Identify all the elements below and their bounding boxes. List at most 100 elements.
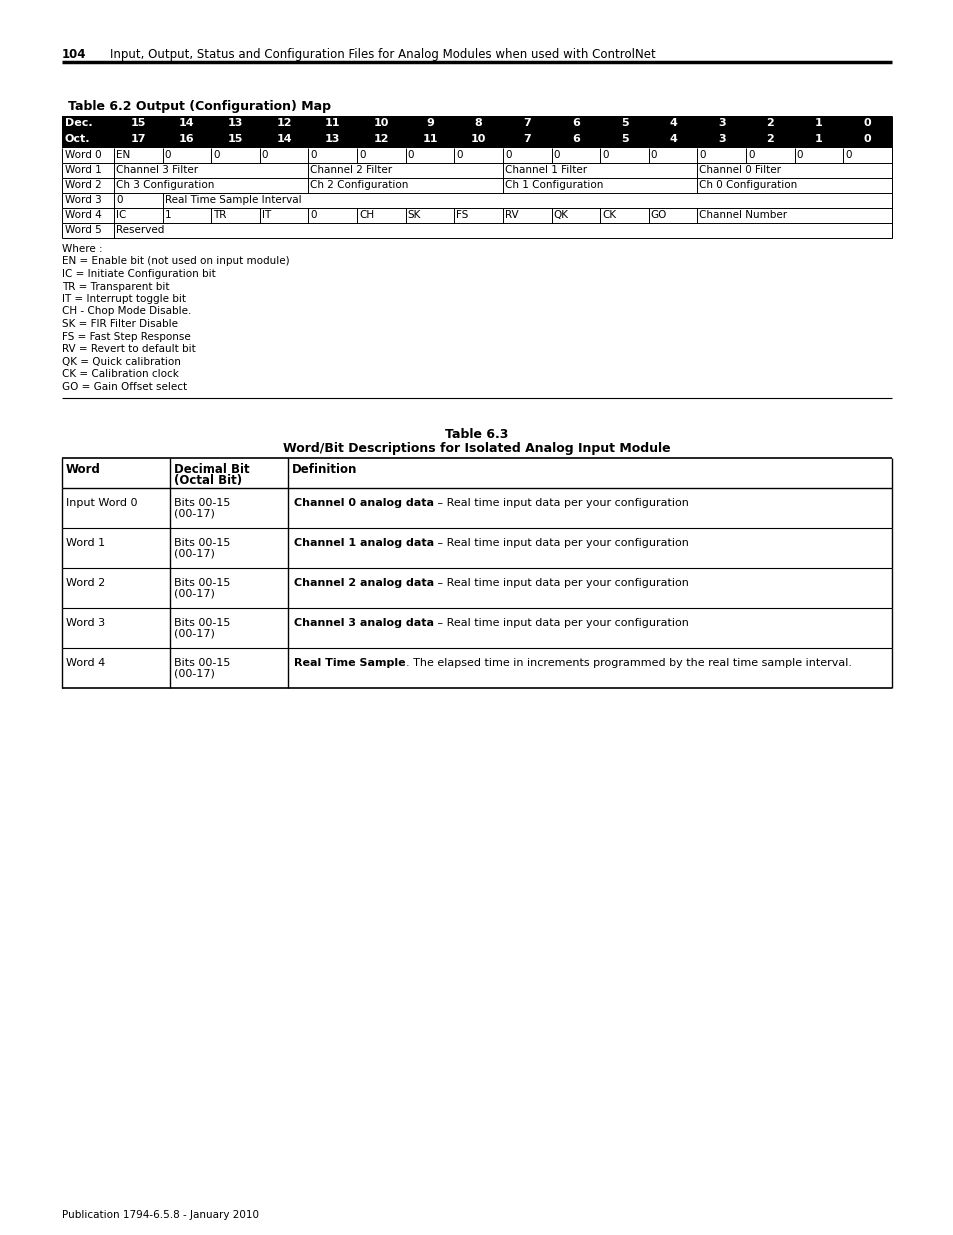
- Text: 11: 11: [325, 119, 340, 128]
- Text: Real Time Sample Interval: Real Time Sample Interval: [165, 195, 301, 205]
- Text: Definition: Definition: [292, 463, 357, 475]
- Text: Channel 3 Filter: Channel 3 Filter: [116, 165, 198, 175]
- Text: Word 0: Word 0: [65, 149, 102, 161]
- Text: – Real time input data per your configuration: – Real time input data per your configur…: [434, 498, 688, 508]
- Text: 0: 0: [844, 149, 851, 161]
- Text: – Real time input data per your configuration: – Real time input data per your configur…: [434, 538, 688, 548]
- Text: 0: 0: [747, 149, 754, 161]
- Text: 0: 0: [310, 210, 316, 220]
- Text: 17: 17: [131, 135, 146, 144]
- Text: 12: 12: [374, 135, 389, 144]
- Text: Bits 00-15: Bits 00-15: [173, 578, 230, 588]
- Text: 4: 4: [669, 119, 677, 128]
- Text: IT: IT: [262, 210, 271, 220]
- Text: Channel 2 analog data: Channel 2 analog data: [294, 578, 434, 588]
- Text: Bits 00-15: Bits 00-15: [173, 618, 230, 629]
- Text: 13: 13: [228, 119, 243, 128]
- Text: 0: 0: [116, 195, 122, 205]
- Text: Word 4: Word 4: [66, 658, 105, 668]
- Text: 10: 10: [374, 119, 389, 128]
- Text: 0: 0: [165, 149, 171, 161]
- Text: Word 2: Word 2: [66, 578, 105, 588]
- Text: 0: 0: [407, 149, 414, 161]
- Text: SK = FIR Filter Disable: SK = FIR Filter Disable: [62, 319, 178, 329]
- Text: . The elapsed time in increments programmed by the real time sample interval.: . The elapsed time in increments program…: [405, 658, 851, 668]
- Text: RV: RV: [504, 210, 518, 220]
- Text: 104: 104: [62, 48, 87, 61]
- Text: 0: 0: [796, 149, 802, 161]
- Text: CH: CH: [358, 210, 374, 220]
- Text: 13: 13: [325, 135, 340, 144]
- Text: (Octal Bit): (Octal Bit): [173, 474, 242, 487]
- Text: Channel 0 analog data: Channel 0 analog data: [294, 498, 434, 508]
- Text: 7: 7: [523, 135, 531, 144]
- Text: FS = Fast Step Response: FS = Fast Step Response: [62, 331, 191, 342]
- Text: 2: 2: [766, 119, 774, 128]
- Text: (00-17): (00-17): [173, 629, 214, 638]
- Bar: [62, 116, 891, 132]
- Text: IC = Initiate Configuration bit: IC = Initiate Configuration bit: [62, 269, 215, 279]
- Text: 0: 0: [699, 149, 705, 161]
- Text: Table 6.2 Output (Configuration) Map: Table 6.2 Output (Configuration) Map: [68, 100, 331, 112]
- Text: (00-17): (00-17): [173, 550, 214, 559]
- Text: – Real time input data per your configuration: – Real time input data per your configur…: [434, 578, 688, 588]
- Text: 15: 15: [131, 119, 146, 128]
- Text: Word 1: Word 1: [66, 538, 105, 548]
- Text: Real Time Sample: Real Time Sample: [294, 658, 405, 668]
- Text: Ch 3 Configuration: Ch 3 Configuration: [116, 180, 214, 190]
- Text: Where :: Where :: [62, 245, 103, 254]
- Text: Input Word 0: Input Word 0: [66, 498, 137, 508]
- Text: 1: 1: [165, 210, 172, 220]
- Text: Word 1: Word 1: [65, 165, 102, 175]
- Text: SK: SK: [407, 210, 420, 220]
- Text: CK: CK: [601, 210, 616, 220]
- Text: Channel 1 analog data: Channel 1 analog data: [294, 538, 434, 548]
- Text: Channel 0 Filter: Channel 0 Filter: [699, 165, 781, 175]
- Bar: [62, 132, 891, 148]
- Text: 4: 4: [669, 135, 677, 144]
- Text: Channel 1 Filter: Channel 1 Filter: [504, 165, 586, 175]
- Text: TR: TR: [213, 210, 227, 220]
- Text: 6: 6: [572, 119, 579, 128]
- Text: 11: 11: [422, 135, 437, 144]
- Text: EN = Enable bit (not used on input module): EN = Enable bit (not used on input modul…: [62, 257, 290, 267]
- Text: 0: 0: [863, 119, 871, 128]
- Text: 0: 0: [601, 149, 608, 161]
- Text: Channel 3 analog data: Channel 3 analog data: [294, 618, 434, 629]
- Text: 2: 2: [766, 135, 774, 144]
- Text: QK: QK: [553, 210, 568, 220]
- Text: 0: 0: [262, 149, 268, 161]
- Text: – Real time input data per your configuration: – Real time input data per your configur…: [434, 618, 688, 629]
- Text: 12: 12: [276, 119, 292, 128]
- Text: Word/Bit Descriptions for Isolated Analog Input Module: Word/Bit Descriptions for Isolated Analo…: [283, 442, 670, 454]
- Text: 6: 6: [572, 135, 579, 144]
- Text: Bits 00-15: Bits 00-15: [173, 658, 230, 668]
- Text: Word: Word: [66, 463, 101, 475]
- Text: Reserved: Reserved: [116, 225, 164, 235]
- Text: Word 4: Word 4: [65, 210, 102, 220]
- Text: 0: 0: [650, 149, 657, 161]
- Text: 1: 1: [814, 119, 822, 128]
- Text: CK = Calibration clock: CK = Calibration clock: [62, 369, 179, 379]
- Text: QK = Quick calibration: QK = Quick calibration: [62, 357, 181, 367]
- Text: Ch 1 Configuration: Ch 1 Configuration: [504, 180, 602, 190]
- Text: 0: 0: [863, 135, 871, 144]
- Text: 3: 3: [718, 135, 725, 144]
- Text: 5: 5: [620, 135, 628, 144]
- Text: CH - Chop Mode Disable.: CH - Chop Mode Disable.: [62, 306, 192, 316]
- Text: Dec.: Dec.: [65, 119, 92, 128]
- Text: Word 2: Word 2: [65, 180, 102, 190]
- Text: IC: IC: [116, 210, 126, 220]
- Text: 0: 0: [553, 149, 559, 161]
- Text: 0: 0: [310, 149, 316, 161]
- Text: 1: 1: [814, 135, 822, 144]
- Text: (00-17): (00-17): [173, 589, 214, 599]
- Text: FS: FS: [456, 210, 468, 220]
- Text: RV = Revert to default bit: RV = Revert to default bit: [62, 345, 195, 354]
- Text: Word 3: Word 3: [65, 195, 102, 205]
- Text: 3: 3: [718, 119, 725, 128]
- Text: Decimal Bit: Decimal Bit: [173, 463, 250, 475]
- Text: IT = Interrupt toggle bit: IT = Interrupt toggle bit: [62, 294, 186, 304]
- Text: 8: 8: [475, 119, 482, 128]
- Text: Bits 00-15: Bits 00-15: [173, 538, 230, 548]
